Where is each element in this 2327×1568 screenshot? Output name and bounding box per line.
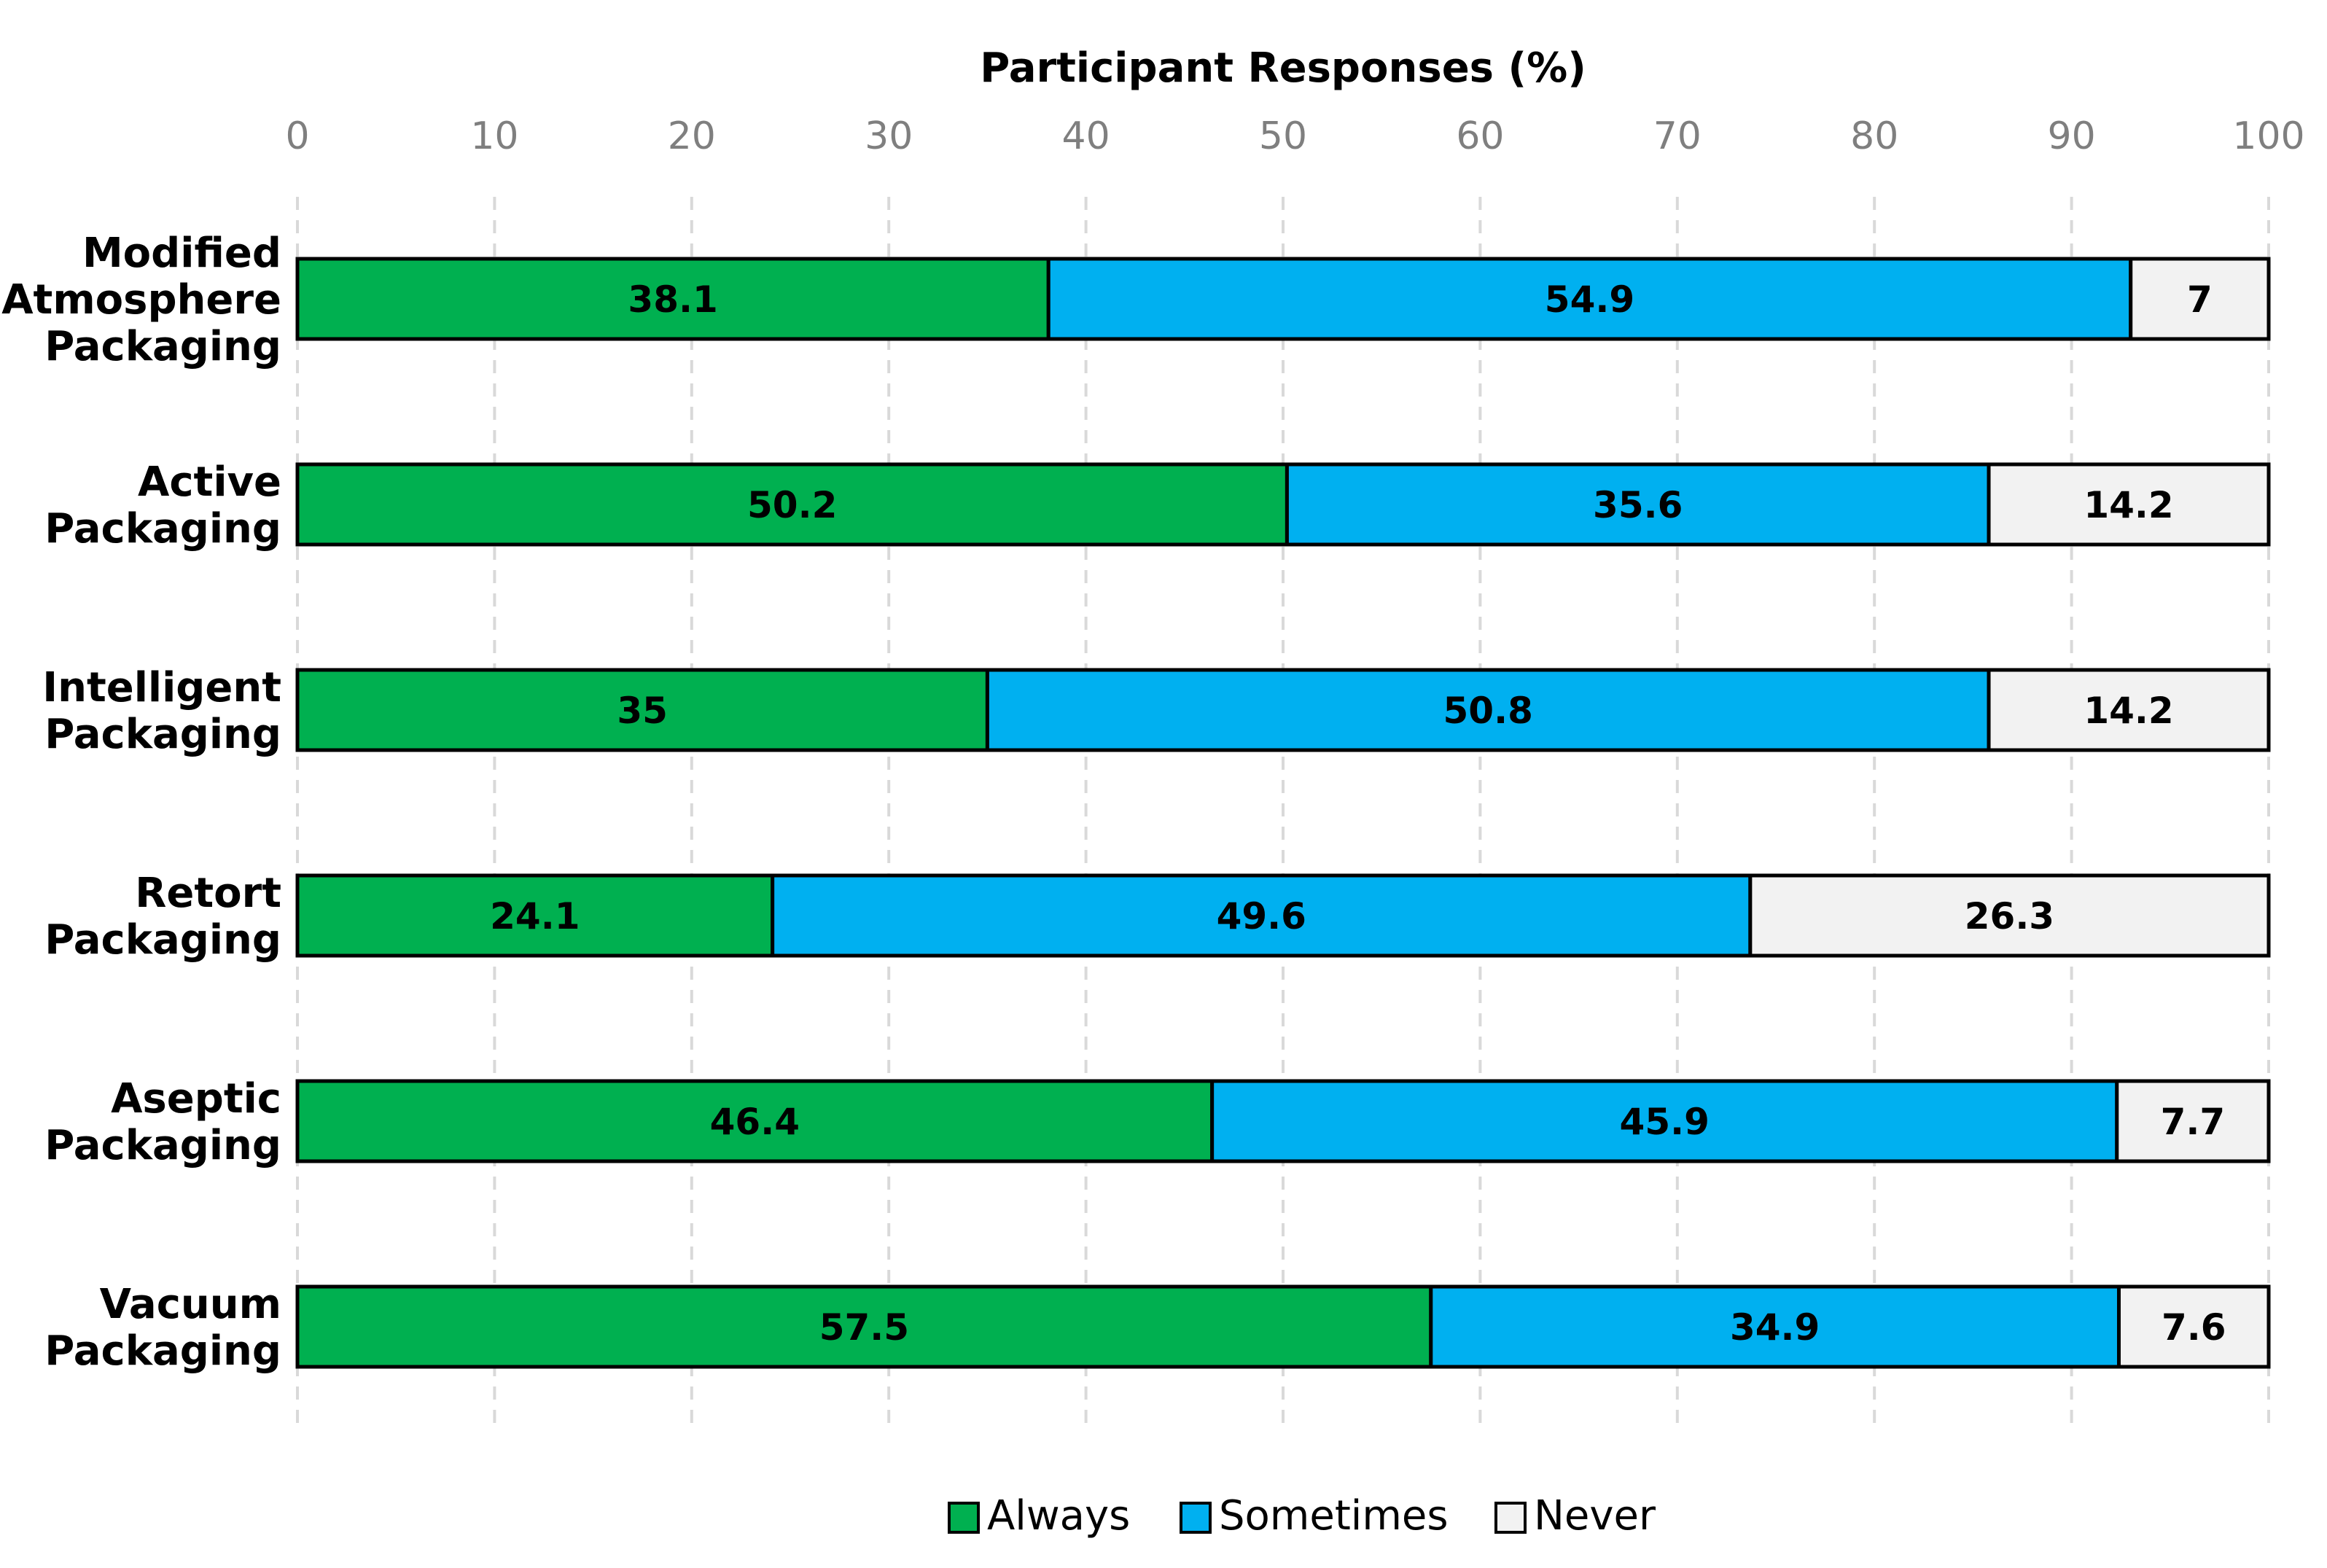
- x-tick-label: 100: [2232, 114, 2304, 158]
- data-label-never: 14.2: [2084, 690, 2173, 732]
- category-label-line: Retort: [135, 870, 281, 917]
- category-label: Modified Atmosphere Packaging: [1, 230, 281, 370]
- legend: Always Sometimes Never: [948, 1492, 1656, 1540]
- data-label-never: 7.6: [2162, 1306, 2226, 1349]
- data-label-sometimes: 35.6: [1593, 484, 1683, 526]
- legend-item-sometimes: Sometimes: [1180, 1492, 1449, 1540]
- category-label: Intelligent Packaging: [42, 664, 281, 758]
- data-label-never: 7.7: [2161, 1101, 2226, 1143]
- category-label-line: Packaging: [44, 916, 281, 964]
- bar-row: 50.2 35.6 14.2: [295, 462, 2271, 547]
- bar-segment-never: [1987, 462, 2271, 547]
- category-label: Aseptic Packaging: [44, 1075, 281, 1169]
- data-label-always: 57.5: [819, 1306, 909, 1349]
- category-label-line: Vacuum: [100, 1281, 281, 1328]
- x-axis-title: Participant Responses (%): [980, 44, 1586, 92]
- bar-segment-always: [295, 257, 1051, 341]
- bar-segment-sometimes: [1285, 462, 1991, 547]
- data-label-never: 14.2: [2084, 484, 2173, 526]
- gridlines: [296, 197, 2270, 1429]
- data-label-always: 24.1: [490, 895, 580, 937]
- bar-segment-never: [1987, 668, 2271, 752]
- x-tick-label: 70: [1653, 114, 1702, 158]
- bar-segment-never: [2116, 1284, 2271, 1369]
- category-label: Vacuum Packaging: [44, 1281, 281, 1375]
- legend-swatch: [948, 1502, 980, 1534]
- category-label-line: Packaging: [44, 1327, 281, 1375]
- x-tick-label: 30: [865, 114, 913, 158]
- bar-row: 24.1 49.6 26.3: [295, 873, 2271, 958]
- x-tick-label: 50: [1259, 114, 1307, 158]
- data-label-always: 38.1: [628, 278, 717, 321]
- x-tick-label: 20: [668, 114, 716, 158]
- x-tick-label: 40: [1062, 114, 1110, 158]
- data-label-sometimes: 45.9: [1620, 1101, 1710, 1143]
- data-label-sometimes: 54.9: [1545, 278, 1634, 321]
- legend-label: Sometimes: [1219, 1492, 1449, 1540]
- data-label-always: 46.4: [710, 1101, 800, 1143]
- bar-segment-always: [295, 1079, 1215, 1163]
- bar-row: 38.1 54.9 7: [295, 257, 2271, 341]
- legend-swatch: [1494, 1502, 1527, 1534]
- data-label-sometimes: 49.6: [1217, 895, 1306, 937]
- bar-segment-sometimes: [1210, 1079, 2119, 1163]
- data-label-sometimes: 34.9: [1730, 1306, 1820, 1349]
- x-axis-ticks: 0 10 20 30 40 50 60 70 80 90 100: [285, 114, 2304, 158]
- x-tick-label: 90: [2048, 114, 2096, 158]
- bars: 38.1 54.9 750.2 35.6 14.235 50.8 14.224.1 49.6 2…: [295, 257, 2271, 1369]
- bar-segment-never: [2115, 1079, 2271, 1163]
- legend-swatch: [1180, 1502, 1212, 1534]
- bar-segment-always: [295, 1284, 1433, 1369]
- category-label-line: Packaging: [44, 505, 281, 553]
- category-label-line: Packaging: [44, 323, 281, 370]
- data-label-always: 35: [617, 690, 668, 732]
- x-tick-label: 0: [285, 114, 309, 158]
- bar-segment-never: [1748, 873, 2271, 958]
- category-label-line: Aseptic: [111, 1075, 281, 1123]
- legend-item-always: Always: [948, 1492, 1130, 1540]
- category-label: Retort Packaging: [44, 870, 281, 964]
- category-label-line: Intelligent: [42, 664, 281, 711]
- bar-row: 35 50.8 14.2: [295, 668, 2271, 752]
- bar-row: 57.5 34.9 7.6: [295, 1284, 2271, 1369]
- x-tick-label: 80: [1850, 114, 1898, 158]
- legend-item-never: Never: [1494, 1492, 1656, 1540]
- bar-segment-always: [295, 462, 1289, 547]
- bar-segment-sometimes: [1429, 1284, 2121, 1369]
- bar-segment-sometimes: [985, 668, 1991, 752]
- bar-segment-always: [295, 668, 989, 752]
- legend-label: Never: [1534, 1492, 1656, 1540]
- data-label-never: 26.3: [1965, 895, 2054, 937]
- bar-segment-never: [2129, 257, 2271, 341]
- legend-label: Always: [987, 1492, 1130, 1540]
- category-label-line: Active: [138, 459, 281, 506]
- data-label-never: 7: [2187, 278, 2213, 321]
- category-label-line: Modified: [82, 230, 281, 277]
- x-tick-label: 60: [1456, 114, 1504, 158]
- category-label: Active Packaging: [44, 459, 281, 553]
- category-label-line: Packaging: [44, 1122, 281, 1169]
- category-label-line: Packaging: [44, 711, 281, 758]
- x-tick-label: 10: [470, 114, 518, 158]
- data-label-always: 50.2: [747, 484, 837, 526]
- category-label-line: Atmosphere: [1, 276, 281, 324]
- data-label-sometimes: 50.8: [1443, 690, 1533, 732]
- bar-row: 46.4 45.9 7.7: [295, 1079, 2271, 1163]
